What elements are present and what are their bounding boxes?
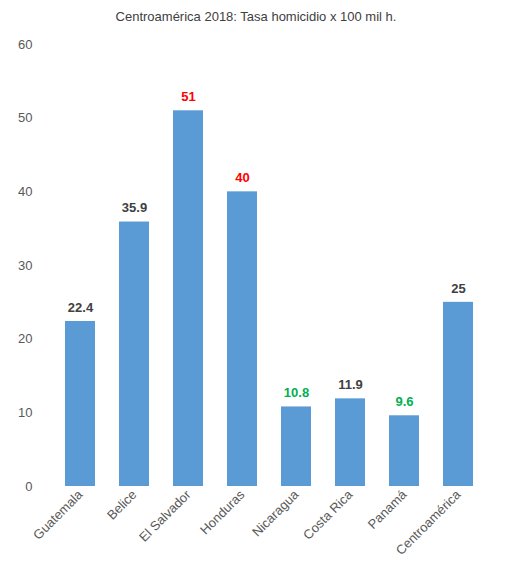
svg-text:35.9: 35.9 xyxy=(122,200,147,215)
svg-text:40: 40 xyxy=(235,170,249,185)
svg-text:Costa Rica: Costa Rica xyxy=(300,486,356,542)
svg-text:Honduras: Honduras xyxy=(197,487,248,538)
svg-text:10.8: 10.8 xyxy=(284,385,309,400)
svg-text:25: 25 xyxy=(451,280,465,295)
svg-text:20: 20 xyxy=(18,331,32,346)
svg-text:50: 50 xyxy=(18,110,32,125)
svg-text:El Salvador: El Salvador xyxy=(136,486,194,544)
svg-text:30: 30 xyxy=(18,258,32,273)
svg-text:Nicaragua: Nicaragua xyxy=(249,486,302,539)
svg-text:60: 60 xyxy=(18,37,32,52)
svg-text:Centroamérica: Centroamérica xyxy=(393,486,464,557)
svg-text:9.6: 9.6 xyxy=(395,394,413,409)
svg-text:Guatemala: Guatemala xyxy=(30,486,86,542)
svg-text:10: 10 xyxy=(18,405,32,420)
svg-text:51: 51 xyxy=(181,89,195,104)
svg-text:40: 40 xyxy=(18,184,32,199)
html-text:Centroamérica 2018: Tasa homic: Centroamérica 2018: Tasa homicidio x 100… xyxy=(115,9,397,24)
svg-text:0: 0 xyxy=(25,479,32,494)
svg-text:11.9: 11.9 xyxy=(338,377,363,392)
svg-text:Panamá: Panamá xyxy=(365,486,410,531)
svg-text:22.4: 22.4 xyxy=(68,300,94,315)
svg-text:Belice: Belice xyxy=(104,487,140,523)
